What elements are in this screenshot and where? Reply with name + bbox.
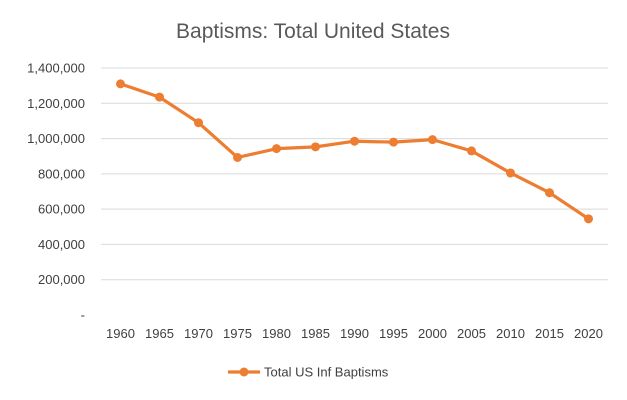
y-axis-ticks: - 200,000 400,000 600,000 800,000 1,000,000 1,… bbox=[27, 61, 85, 323]
data-point bbox=[389, 137, 398, 147]
data-point bbox=[506, 168, 515, 178]
series-line bbox=[118, 82, 591, 221]
gridlines bbox=[101, 67, 608, 281]
x-tick-label: 1995 bbox=[379, 326, 408, 341]
x-tick-label: 1975 bbox=[223, 326, 252, 341]
data-point bbox=[428, 135, 437, 145]
y-tick-label: 400,000 bbox=[38, 237, 85, 252]
data-point bbox=[116, 79, 125, 89]
y-tick-label: 600,000 bbox=[38, 202, 85, 217]
x-tick-label: 1985 bbox=[301, 326, 330, 341]
x-tick-label: 2005 bbox=[457, 326, 486, 341]
data-point bbox=[350, 136, 359, 146]
data-point bbox=[311, 142, 320, 152]
y-tick-label: 1,400,000 bbox=[27, 61, 85, 76]
y-tick-label: 200,000 bbox=[38, 272, 85, 287]
x-tick-label: 2010 bbox=[496, 326, 525, 341]
data-point bbox=[545, 188, 554, 198]
legend: Total US Inf Baptisms bbox=[228, 365, 389, 380]
data-point bbox=[155, 92, 164, 102]
data-point bbox=[584, 214, 593, 224]
x-tick-label: 1970 bbox=[184, 326, 213, 341]
y-tick-label: 800,000 bbox=[38, 166, 85, 181]
x-tick-label: 2015 bbox=[535, 326, 564, 341]
data-point bbox=[272, 144, 281, 154]
x-tick-label: 1990 bbox=[340, 326, 369, 341]
y-tick-label: 1,000,000 bbox=[27, 131, 85, 146]
x-axis-ticks: 1960 1965 1970 1975 1980 1985 1990 1995 2000 2005… bbox=[106, 326, 603, 341]
y-tick-label: 1,200,000 bbox=[27, 96, 85, 111]
x-tick-label: 1980 bbox=[262, 326, 291, 341]
x-tick-label: 1960 bbox=[106, 326, 135, 341]
data-point bbox=[194, 118, 203, 128]
x-tick-label: 1965 bbox=[145, 326, 174, 341]
chart-title: Baptisms: Total United States bbox=[176, 20, 450, 43]
x-tick-label: 2020 bbox=[574, 326, 603, 341]
data-point bbox=[467, 146, 476, 156]
legend-marker bbox=[239, 367, 249, 377]
y-tick-label: - bbox=[81, 308, 85, 323]
legend-label: Total US Inf Baptisms bbox=[264, 365, 389, 380]
x-tick-label: 2000 bbox=[418, 326, 447, 341]
series-layer bbox=[116, 79, 593, 224]
data-point bbox=[233, 152, 242, 162]
